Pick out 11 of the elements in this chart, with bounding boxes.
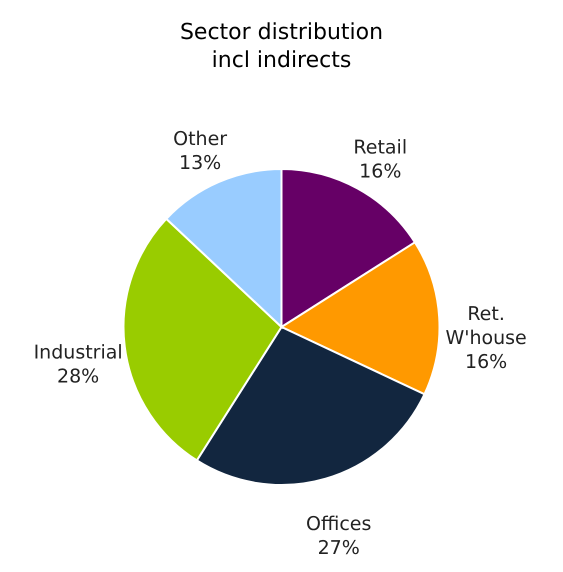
slice-label: Other xyxy=(173,128,228,150)
slice-label: Industrial xyxy=(34,342,123,364)
slice-label: Offices xyxy=(306,512,372,535)
slice-label: Retail xyxy=(353,136,408,158)
data-label: 27% xyxy=(318,536,360,559)
data-label: 13% xyxy=(178,152,222,174)
data-label: 16% xyxy=(464,351,508,374)
slice-label: Ret. W'house xyxy=(445,303,527,350)
data-label: 16% xyxy=(359,160,402,182)
data-label: 28% xyxy=(57,366,100,388)
chart-title: Sector distribution incl indirects xyxy=(180,20,384,73)
